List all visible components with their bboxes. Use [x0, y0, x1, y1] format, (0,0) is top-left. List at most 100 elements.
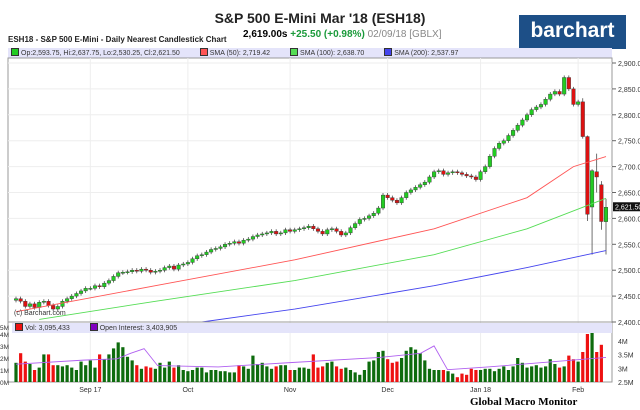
volume-bar: [372, 360, 376, 382]
candle: [306, 225, 311, 228]
volume-bar: [297, 367, 301, 382]
candle: [13, 298, 18, 301]
volume-bar: [483, 368, 487, 382]
volume-bar: [585, 334, 590, 382]
oi-tick-label: 3.5M: [618, 353, 634, 360]
volume-legend: Vol: 3,095,433 Open Interest: 3,403,905: [12, 323, 612, 333]
candle: [404, 192, 409, 198]
candle: [320, 231, 325, 235]
candle: [418, 184, 423, 188]
volume-bar: [358, 374, 362, 382]
volume-bar: [441, 370, 446, 382]
plot-frame: [7, 57, 613, 383]
sma100-swatch: [290, 48, 299, 56]
candle: [571, 88, 576, 105]
volume-bar: [530, 366, 534, 382]
volume-bar: [395, 361, 399, 382]
x-tick-label: Dec: [381, 387, 394, 394]
current-price-label: 2,621.50: [615, 204, 640, 211]
sma50-swatch: [199, 48, 208, 56]
volume-bar: [107, 354, 111, 382]
volume-bar: [283, 365, 288, 382]
candle: [362, 218, 367, 220]
volume-bar: [28, 364, 32, 382]
volume-bar: [79, 361, 83, 382]
candle: [311, 225, 316, 229]
quote-date: 02/09/18 [GBLX]: [367, 29, 442, 40]
volume-bar: [269, 368, 274, 382]
volume-bar: [492, 371, 497, 382]
volume-bar: [539, 367, 543, 382]
candle: [60, 301, 65, 307]
volume-bar: [93, 367, 97, 382]
candle: [464, 174, 469, 177]
sma200-text: SMA (200): 2,537.97: [394, 50, 459, 57]
copyright: (c) Barchart.com: [14, 310, 66, 317]
volume-bar: [195, 367, 199, 382]
candle: [455, 171, 460, 174]
volume-tick-label: 1M: [0, 368, 9, 375]
candle: [144, 268, 149, 271]
barchart-logo[interactable]: barchart: [519, 15, 626, 49]
candle: [390, 197, 395, 201]
volume-bar: [251, 355, 255, 382]
volume-bar: [469, 368, 473, 382]
candle: [18, 298, 23, 302]
candle: [190, 258, 195, 263]
candle: [408, 189, 413, 193]
volume-bar: [544, 366, 548, 382]
candle: [566, 77, 571, 90]
volume-bar: [321, 366, 325, 382]
volume-bar: [153, 368, 157, 382]
volume-bar: [381, 350, 385, 382]
volume-bar: [255, 364, 260, 382]
oi-swatch: [89, 323, 98, 331]
volume-bar: [167, 361, 171, 382]
volume-bar: [502, 366, 506, 382]
volume-bar: [553, 364, 557, 382]
volume-bar: [353, 372, 357, 382]
candle: [88, 288, 93, 290]
volume-bar: [176, 365, 181, 382]
candle: [134, 270, 139, 272]
candle: [292, 229, 297, 232]
volume-bar: [163, 367, 167, 382]
volume-bar: [139, 368, 144, 382]
volume-bar: [409, 347, 413, 382]
candle: [209, 249, 214, 253]
candle: [83, 288, 88, 292]
footer-watermark: Global Macro Monitor: [470, 396, 578, 408]
candle: [511, 130, 516, 136]
candle: [130, 270, 135, 272]
volume-bar: [88, 360, 92, 382]
volume-bar: [158, 362, 162, 382]
candle: [111, 276, 116, 281]
candle: [213, 248, 218, 250]
candle: [250, 236, 255, 240]
volume-bar: [520, 362, 524, 382]
volume-bar: [511, 366, 515, 382]
y-tick-label: 2,700.00: [618, 165, 640, 172]
candle: [441, 170, 446, 175]
candle: [394, 200, 399, 204]
candle: [274, 231, 279, 235]
volume-bar: [51, 365, 55, 382]
candle: [269, 231, 274, 234]
candle: [260, 233, 265, 236]
candle: [334, 228, 339, 232]
volume-bar: [386, 359, 390, 382]
candle: [497, 143, 502, 149]
volume-bar: [334, 366, 339, 382]
candle: [422, 181, 427, 185]
candle: [557, 91, 562, 95]
volume-bar: [390, 362, 394, 382]
candle: [181, 263, 186, 266]
volume-bar: [265, 366, 269, 382]
candle: [65, 298, 70, 302]
candle: [223, 244, 228, 248]
candle: [148, 270, 153, 273]
candle: [469, 175, 474, 178]
candle: [367, 215, 372, 219]
x-tick-label: Oct: [182, 387, 193, 394]
